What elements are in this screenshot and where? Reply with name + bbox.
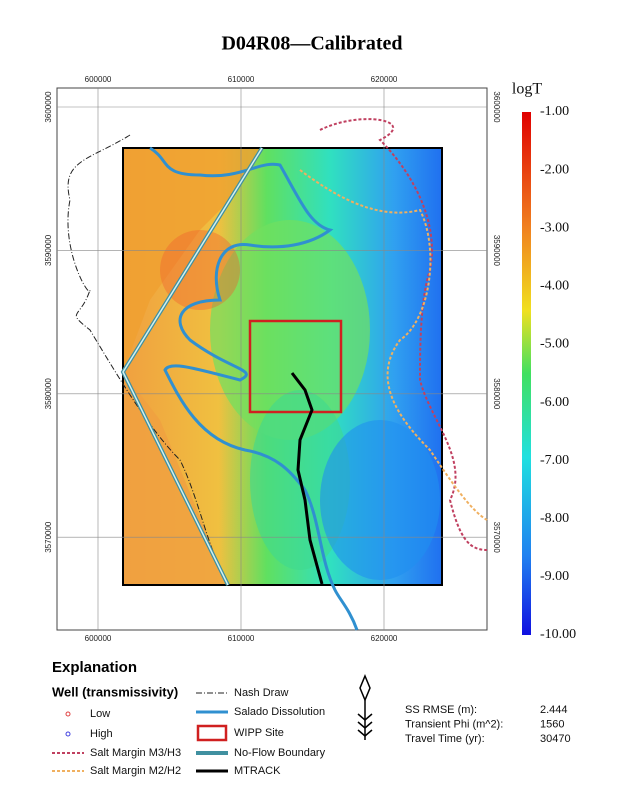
x-tick-label: 600000 — [85, 634, 112, 643]
colorbar-tick-label: -6.00 — [540, 395, 569, 410]
legend-label: Salt Margin M3/H3 — [90, 747, 181, 759]
wipp-symbol — [196, 724, 228, 742]
colorbar-tick-label: -7.00 — [540, 453, 569, 468]
low-symbol — [65, 711, 71, 717]
stat-value: 1560 — [540, 718, 564, 730]
salt-margin-m3 — [319, 118, 488, 551]
y-tick-label: 3580000 — [44, 378, 53, 410]
no-flow-boundary-inner — [122, 147, 263, 586]
high-symbol — [65, 731, 71, 737]
x-tick-label: 620000 — [371, 75, 398, 84]
x-tick-label: 620000 — [371, 634, 398, 643]
legend-label: Low — [90, 708, 110, 720]
y-tick-label: 3600000 — [492, 91, 501, 123]
colorbar-tick-label: -3.00 — [540, 220, 569, 235]
colorbar-tick-label: -9.00 — [540, 569, 569, 584]
colorbar-tick-label: -4.00 — [540, 279, 569, 294]
y-tick-label: 3590000 — [492, 235, 501, 267]
mtrack — [290, 372, 324, 585]
salt-margin-m2 — [299, 169, 488, 521]
x-tick-label: 610000 — [228, 75, 255, 84]
y-tick-label: 3590000 — [44, 234, 53, 266]
model-boundary — [122, 147, 443, 586]
north-arrow — [357, 674, 373, 740]
stat-value: 2.444 — [540, 704, 568, 716]
legend-label: Salt Margin M2/H2 — [90, 765, 181, 777]
colorbar-tick-label: -5.00 — [540, 337, 569, 352]
colorbar-tick-label: -8.00 — [540, 511, 569, 526]
legend-subheading: Well (transmissivity) — [52, 684, 178, 699]
stat-label: Travel Time (yr): — [405, 733, 485, 745]
legend-label: MTRACK — [234, 765, 281, 777]
legend: Explanation Well (transmissivity) Low Hig… — [52, 659, 326, 777]
nash-draw — [67, 134, 231, 586]
legend-label: High — [90, 728, 113, 740]
legend-heading: Explanation — [52, 659, 137, 676]
y-tick-label: 3570000 — [44, 521, 53, 553]
salado-dissolution — [149, 146, 359, 631]
stat-label: SS RMSE (m): — [405, 704, 477, 716]
stat-value: 30470 — [540, 733, 571, 745]
colorbar — [522, 112, 531, 635]
legend-label: No-Flow Boundary — [234, 747, 326, 759]
colorbar-ticks: -1.00 -2.00 -3.00 -4.00 -5.00 -6.00 -7.00 -8.00… — [540, 104, 576, 642]
stat-label: Transient Phi (m^2): — [405, 718, 503, 730]
title: D04R08—Calibrated — [221, 33, 402, 55]
colorbar-tick-label: -1.00 — [540, 104, 569, 119]
stats: SS RMSE (m): 2.444 Transient Phi (m^2): 156… — [405, 704, 571, 745]
legend-label: Nash Draw — [234, 687, 288, 699]
wipp-site — [248, 319, 343, 414]
y-tick-label: 3570000 — [492, 522, 501, 554]
y-tick-label: 3600000 — [44, 91, 53, 123]
x-tick-label: 610000 — [228, 634, 255, 643]
colorbar-title: logT — [512, 81, 542, 98]
colorbar-tick-label: -2.00 — [540, 162, 569, 177]
x-tick-label: 600000 — [85, 75, 112, 84]
legend-label: WIPP Site — [234, 727, 284, 739]
colorbar-tick-label: -10.00 — [540, 627, 576, 642]
legend-label: Salado Dissolution — [234, 706, 325, 718]
y-tick-label: 3580000 — [492, 378, 501, 410]
